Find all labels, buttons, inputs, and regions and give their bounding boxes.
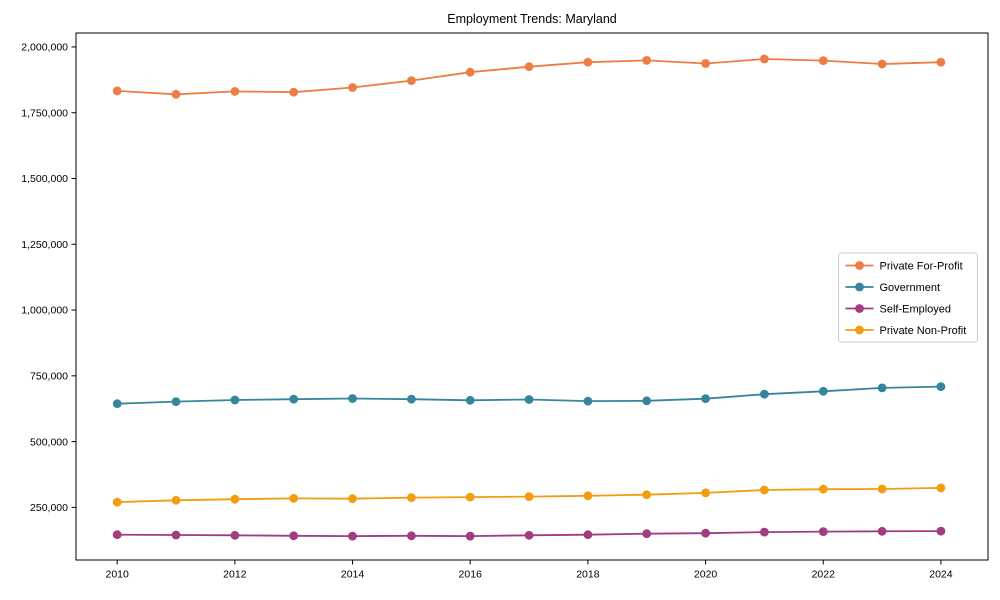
data-point-marker bbox=[289, 494, 299, 503]
legend-marker bbox=[855, 325, 864, 335]
data-point-marker bbox=[818, 386, 828, 396]
x-tick-label: 2014 bbox=[341, 569, 365, 581]
legend-label: Government bbox=[880, 282, 941, 294]
data-point-marker bbox=[112, 399, 122, 409]
series-private-for-profit bbox=[112, 54, 946, 99]
data-point-marker bbox=[936, 57, 946, 67]
data-point-marker bbox=[465, 492, 475, 502]
data-point-marker bbox=[465, 531, 475, 541]
x-tick-label: 2022 bbox=[812, 569, 836, 581]
data-point-marker bbox=[701, 59, 710, 68]
data-point-marker bbox=[818, 484, 828, 494]
data-point-marker bbox=[465, 67, 475, 77]
data-point-marker bbox=[760, 389, 769, 399]
x-tick-label: 2012 bbox=[223, 569, 247, 581]
data-point-marker bbox=[407, 76, 416, 85]
x-tick-label: 2024 bbox=[929, 569, 953, 581]
data-point-marker bbox=[818, 527, 828, 536]
data-point-marker bbox=[465, 395, 475, 405]
legend-item-self-employed: Self-Employed bbox=[845, 303, 952, 315]
data-point-marker bbox=[936, 382, 946, 391]
data-point-marker bbox=[230, 494, 240, 504]
data-point-marker bbox=[171, 89, 181, 99]
data-point-marker bbox=[348, 394, 357, 403]
y-tick-label: 1,000,000 bbox=[21, 305, 68, 317]
data-point-marker bbox=[642, 56, 652, 65]
data-point-marker bbox=[877, 59, 887, 69]
data-point-marker bbox=[171, 530, 181, 540]
y-tick-label: 2,000,000 bbox=[21, 42, 68, 54]
data-point-marker bbox=[407, 493, 416, 502]
legend-label: Self-Employed bbox=[880, 303, 952, 315]
data-point-marker bbox=[230, 530, 240, 540]
data-point-marker bbox=[877, 526, 887, 536]
data-point-marker bbox=[877, 383, 887, 393]
data-point-marker bbox=[642, 490, 652, 500]
data-point-marker bbox=[760, 485, 769, 495]
y-tick-label: 1,750,000 bbox=[21, 107, 68, 119]
data-point-marker bbox=[230, 87, 240, 96]
data-point-marker bbox=[760, 527, 769, 537]
legend-marker bbox=[855, 261, 864, 270]
x-tick-label: 2020 bbox=[694, 569, 718, 581]
data-point-marker bbox=[407, 394, 416, 404]
series-self-employed bbox=[112, 526, 946, 541]
data-point-marker bbox=[289, 531, 299, 541]
data-point-marker bbox=[642, 396, 652, 406]
data-point-marker bbox=[230, 395, 240, 405]
data-point-marker bbox=[112, 497, 122, 507]
series-private-non-profit bbox=[112, 483, 946, 507]
legend: Private For-Profit Government Self-Employe… bbox=[838, 252, 978, 343]
data-point-marker bbox=[289, 394, 299, 404]
x-tick-label: 2018 bbox=[576, 569, 600, 581]
y-tick-label: 500,000 bbox=[30, 436, 68, 448]
data-point-marker bbox=[112, 86, 122, 96]
data-point-marker bbox=[524, 492, 534, 501]
data-point-marker bbox=[818, 56, 828, 65]
data-point-marker bbox=[524, 395, 534, 404]
data-point-marker bbox=[524, 62, 534, 72]
data-point-marker bbox=[760, 54, 769, 64]
y-tick-label: 1,500,000 bbox=[21, 173, 68, 185]
data-point-marker bbox=[348, 531, 357, 541]
data-point-marker bbox=[583, 491, 593, 501]
legend-item-private-for-profit: Private For-Profit bbox=[845, 260, 963, 272]
legend-box bbox=[838, 252, 978, 343]
legend-marker bbox=[855, 282, 864, 292]
data-point-marker bbox=[936, 526, 946, 536]
data-point-marker bbox=[936, 483, 946, 493]
legend-label: Private Non-Profit bbox=[880, 325, 967, 337]
data-point-marker bbox=[701, 528, 710, 538]
data-point-marker bbox=[583, 530, 593, 540]
data-point-marker bbox=[407, 531, 416, 541]
data-point-marker bbox=[289, 87, 299, 97]
data-point-marker bbox=[524, 530, 534, 540]
data-point-marker bbox=[112, 530, 122, 540]
data-point-marker bbox=[583, 57, 593, 67]
legend-item-private-non-profit: Private Non-Profit bbox=[845, 325, 967, 337]
plot-area: 250,000 500,000 750,000 1,000,000 1,250,000 1… bbox=[21, 32, 989, 581]
chart-title: Employment Trends: Maryland bbox=[447, 12, 617, 26]
axes-frame bbox=[75, 32, 989, 561]
data-point-marker bbox=[171, 495, 181, 505]
x-tick-label: 2010 bbox=[106, 569, 130, 581]
data-point-marker bbox=[701, 394, 710, 404]
data-point-marker bbox=[642, 529, 652, 539]
data-point-marker bbox=[348, 494, 357, 504]
data-point-marker bbox=[348, 83, 357, 92]
legend-item-government: Government bbox=[845, 282, 941, 294]
data-point-marker bbox=[583, 396, 593, 406]
x-tick-label: 2016 bbox=[459, 569, 483, 581]
data-point-marker bbox=[171, 397, 181, 406]
y-tick-label: 1,250,000 bbox=[21, 239, 68, 251]
legend-label: Private For-Profit bbox=[880, 260, 963, 272]
data-point-marker bbox=[877, 484, 887, 494]
legend-marker bbox=[855, 304, 864, 313]
y-tick-label: 750,000 bbox=[30, 371, 68, 383]
y-tick-label: 250,000 bbox=[30, 502, 68, 514]
data-point-marker bbox=[701, 488, 710, 498]
series-government bbox=[112, 382, 946, 409]
